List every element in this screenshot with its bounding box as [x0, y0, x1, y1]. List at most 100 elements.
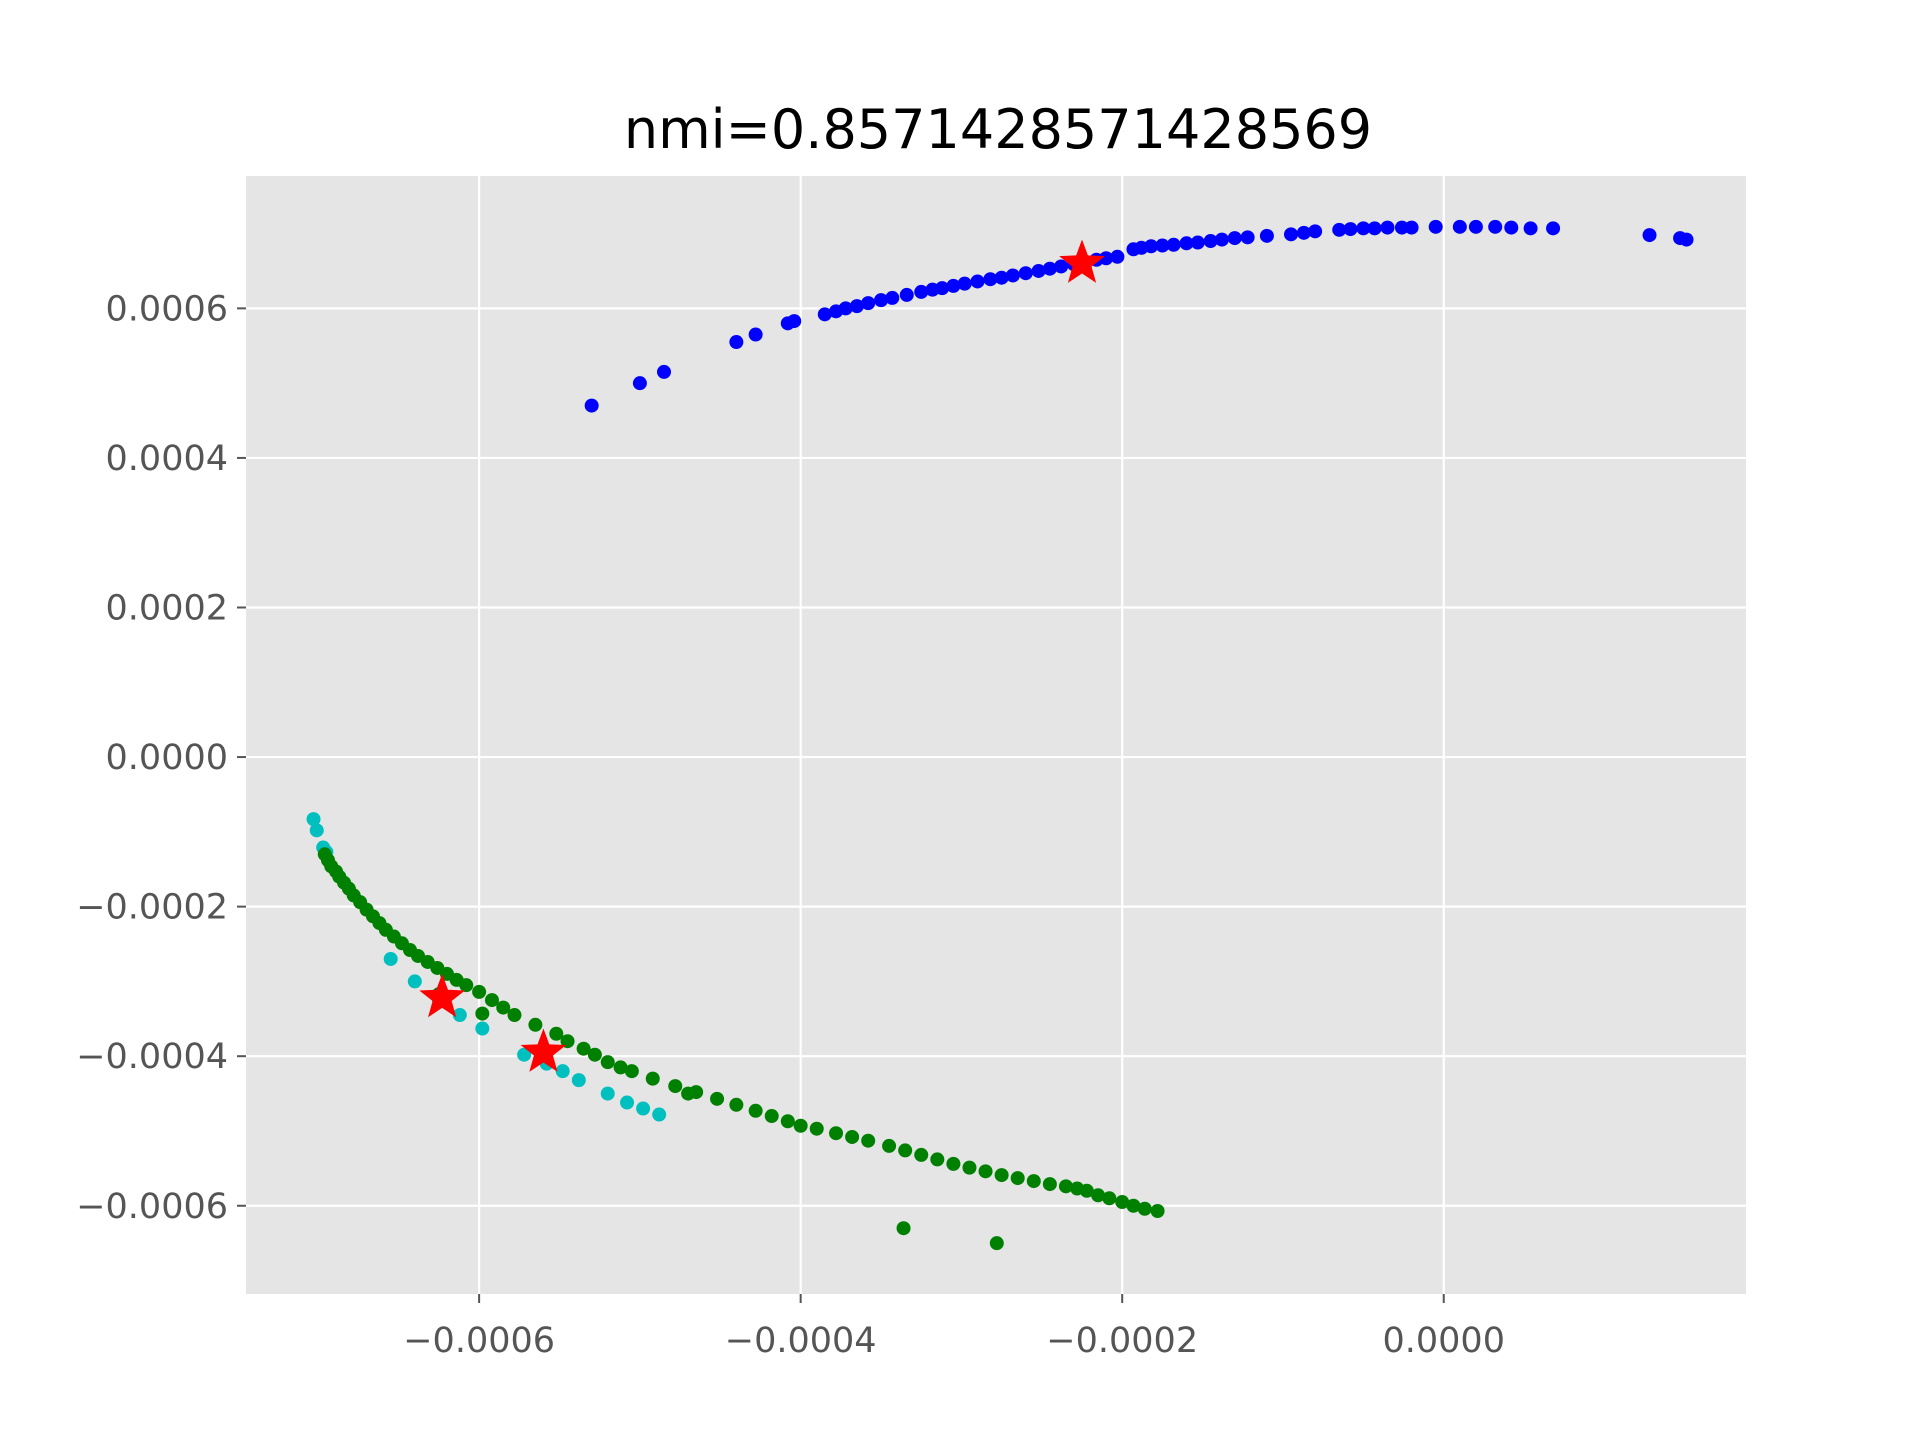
x-tick-label: −0.0006	[403, 1321, 555, 1361]
green-point	[576, 1041, 591, 1056]
green-point	[764, 1109, 779, 1124]
blue-point	[1054, 259, 1069, 274]
green-point	[861, 1133, 876, 1148]
blue-point	[1523, 221, 1538, 236]
green-point	[1058, 1179, 1073, 1194]
green-point	[780, 1114, 795, 1129]
y-tick-label: 0.0006	[106, 289, 228, 329]
cyan-point	[452, 1008, 467, 1023]
blue-point	[1214, 232, 1229, 247]
green-point	[681, 1086, 696, 1101]
blue-point	[1203, 234, 1218, 249]
blue-point	[1018, 266, 1033, 281]
blue-point	[1179, 236, 1194, 251]
green-point	[1026, 1174, 1041, 1189]
cyan-point	[636, 1101, 651, 1116]
blue-point	[935, 281, 950, 296]
blue-point	[1240, 230, 1255, 245]
green-point	[496, 1000, 511, 1015]
blue-point	[957, 276, 972, 291]
green-point	[710, 1091, 725, 1106]
y-tick-label: −0.0004	[76, 1037, 228, 1077]
green-point	[1126, 1198, 1141, 1213]
blue-point	[1042, 261, 1057, 276]
green-point	[898, 1143, 913, 1158]
green-point	[668, 1079, 683, 1094]
blue-point	[1504, 220, 1519, 235]
green-point	[978, 1164, 993, 1179]
blue-point	[1332, 222, 1347, 237]
green-point	[914, 1147, 929, 1162]
green-point	[1150, 1203, 1165, 1218]
green-point	[484, 993, 499, 1008]
blue-point	[849, 299, 864, 314]
green-point	[1010, 1171, 1025, 1186]
blue-point	[1227, 231, 1242, 246]
green-point	[729, 1097, 744, 1112]
green-point	[994, 1168, 1009, 1183]
blue-point	[1428, 219, 1443, 234]
cyan-point	[309, 823, 324, 838]
y-tick-label: 0.0000	[106, 738, 228, 778]
blue-point	[1679, 232, 1694, 247]
blue-point	[1488, 219, 1503, 234]
cyan-point	[571, 1073, 586, 1088]
centroid-markers	[419, 239, 1105, 1072]
green-point	[1079, 1183, 1094, 1198]
y-tick-label: −0.0006	[76, 1187, 228, 1227]
cyan-point	[517, 1047, 532, 1062]
blue-point	[1343, 222, 1358, 237]
blue-point	[1166, 237, 1181, 252]
blue-point	[1394, 220, 1409, 235]
green-point	[1115, 1195, 1130, 1210]
blue-point	[632, 376, 647, 391]
blue-point	[1144, 239, 1159, 254]
blue-point	[983, 272, 998, 287]
blue-point	[1404, 220, 1419, 235]
green-point	[528, 1017, 543, 1032]
y-tick-label: 0.0002	[106, 588, 228, 628]
x-tick-label: −0.0004	[725, 1321, 877, 1361]
blue-point	[1367, 221, 1382, 236]
x-axis-ticks: −0.0006 −0.0004 −0.0002 0.0000	[403, 1294, 1505, 1361]
green-point	[600, 1055, 615, 1070]
cyan-point	[407, 974, 422, 989]
y-axis-ticks: −0.0006 −0.0004 −0.0002 0.0000 0.0002 0.0004 0…	[76, 289, 246, 1227]
x-tick-label: 0.0000	[1383, 1321, 1505, 1361]
green-point	[1102, 1191, 1117, 1206]
blue-point	[994, 270, 1009, 285]
green-point	[845, 1129, 860, 1144]
green-point	[560, 1034, 575, 1049]
cyan-point	[383, 951, 398, 966]
data-points	[306, 219, 1694, 1251]
green-point	[962, 1160, 977, 1175]
blue-point	[1099, 251, 1114, 266]
green-point	[1042, 1177, 1057, 1192]
blue-point	[584, 398, 599, 413]
blue-point	[1452, 219, 1467, 234]
blue-point	[1380, 220, 1395, 235]
blue-point	[1259, 228, 1274, 243]
cyan-point	[600, 1086, 615, 1101]
green-point	[829, 1126, 844, 1141]
cyan-point	[306, 812, 321, 827]
green-point	[645, 1071, 660, 1086]
plot-area	[246, 176, 1746, 1294]
chart-title: nmi=0.8571428571428569	[624, 98, 1372, 161]
blue-point	[874, 293, 889, 308]
blue-point	[1468, 219, 1483, 234]
blue-point	[1190, 235, 1205, 250]
blue-point	[861, 296, 876, 311]
blue-point	[787, 314, 802, 329]
centroid-star-marker	[419, 973, 465, 1018]
y-tick-label: −0.0002	[76, 888, 228, 928]
cyan-point	[555, 1064, 570, 1079]
blue-point	[817, 307, 832, 322]
green-point	[624, 1064, 639, 1079]
blue-point	[1284, 227, 1299, 242]
green-point	[1137, 1201, 1152, 1216]
green-point	[507, 1008, 522, 1023]
blue-point	[1642, 228, 1657, 243]
blue-point	[657, 364, 672, 379]
cyan-point	[475, 1021, 490, 1036]
